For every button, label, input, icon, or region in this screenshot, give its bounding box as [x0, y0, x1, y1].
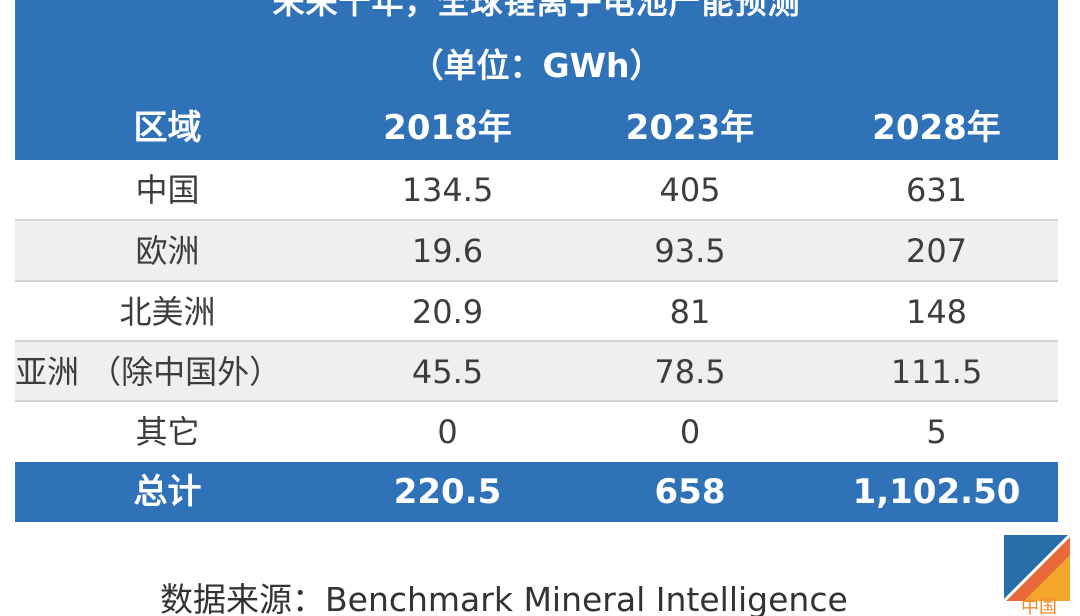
total-value: 220.5	[393, 472, 502, 512]
column-header-2018: 2018年	[383, 108, 512, 148]
value-cell: 0	[679, 413, 701, 451]
table-row: 其它 0 0 5	[15, 402, 1058, 462]
table-row: 欧洲 19.6 93.5 207	[15, 221, 1058, 281]
region-cell: 北美洲	[119, 293, 216, 331]
value-cell: 45.5	[411, 353, 484, 391]
table-header-band	[15, 0, 1058, 160]
table-row: 中国 134.5 405 631	[15, 160, 1058, 220]
table-total-row: 总计 220.5 658 1,102.50	[15, 462, 1058, 522]
total-value: 1,102.50	[852, 472, 1021, 512]
value-cell: 19.6	[411, 232, 484, 270]
total-label: 总计	[133, 472, 202, 512]
row-divider	[15, 400, 1058, 402]
table-row: 亚洲 （除中国外） 45.5 78.5 111.5	[15, 342, 1058, 402]
logo-caption: 中国	[1021, 597, 1057, 616]
value-cell: 0	[437, 413, 458, 451]
column-header-2028: 2028年	[872, 108, 1001, 148]
table-title: 未来十年，全球锂离子电池产能预测	[272, 0, 801, 21]
region-cell: 中国	[135, 171, 200, 209]
data-source-note: 数据来源：Benchmark Mineral Intelligence	[160, 580, 848, 616]
value-cell: 111.5	[890, 353, 983, 391]
row-divider	[15, 340, 1058, 342]
region-cell: 亚洲 （除中国外）	[15, 353, 282, 391]
total-value: 658	[654, 472, 726, 512]
region-cell: 其它	[135, 413, 200, 451]
value-cell: 148	[905, 293, 968, 331]
value-cell: 81	[669, 293, 711, 331]
value-cell: 134.5	[401, 171, 494, 209]
value-cell: 20.9	[411, 293, 484, 331]
value-cell: 631	[905, 171, 968, 209]
news-logo-icon	[1004, 535, 1070, 603]
column-header-region: 区域	[133, 108, 202, 148]
table-unit: （单位：GWh）	[410, 46, 663, 85]
value-cell: 405	[659, 171, 721, 209]
region-cell: 欧洲	[135, 232, 200, 270]
value-cell: 93.5	[654, 232, 726, 270]
column-header-2023: 2023年	[625, 108, 755, 148]
value-cell: 78.5	[654, 353, 726, 391]
value-cell: 207	[905, 232, 968, 270]
value-cell: 5	[926, 413, 947, 451]
row-divider	[15, 219, 1058, 221]
table-row: 北美洲 20.9 81 148	[15, 282, 1058, 342]
row-divider	[15, 280, 1058, 282]
